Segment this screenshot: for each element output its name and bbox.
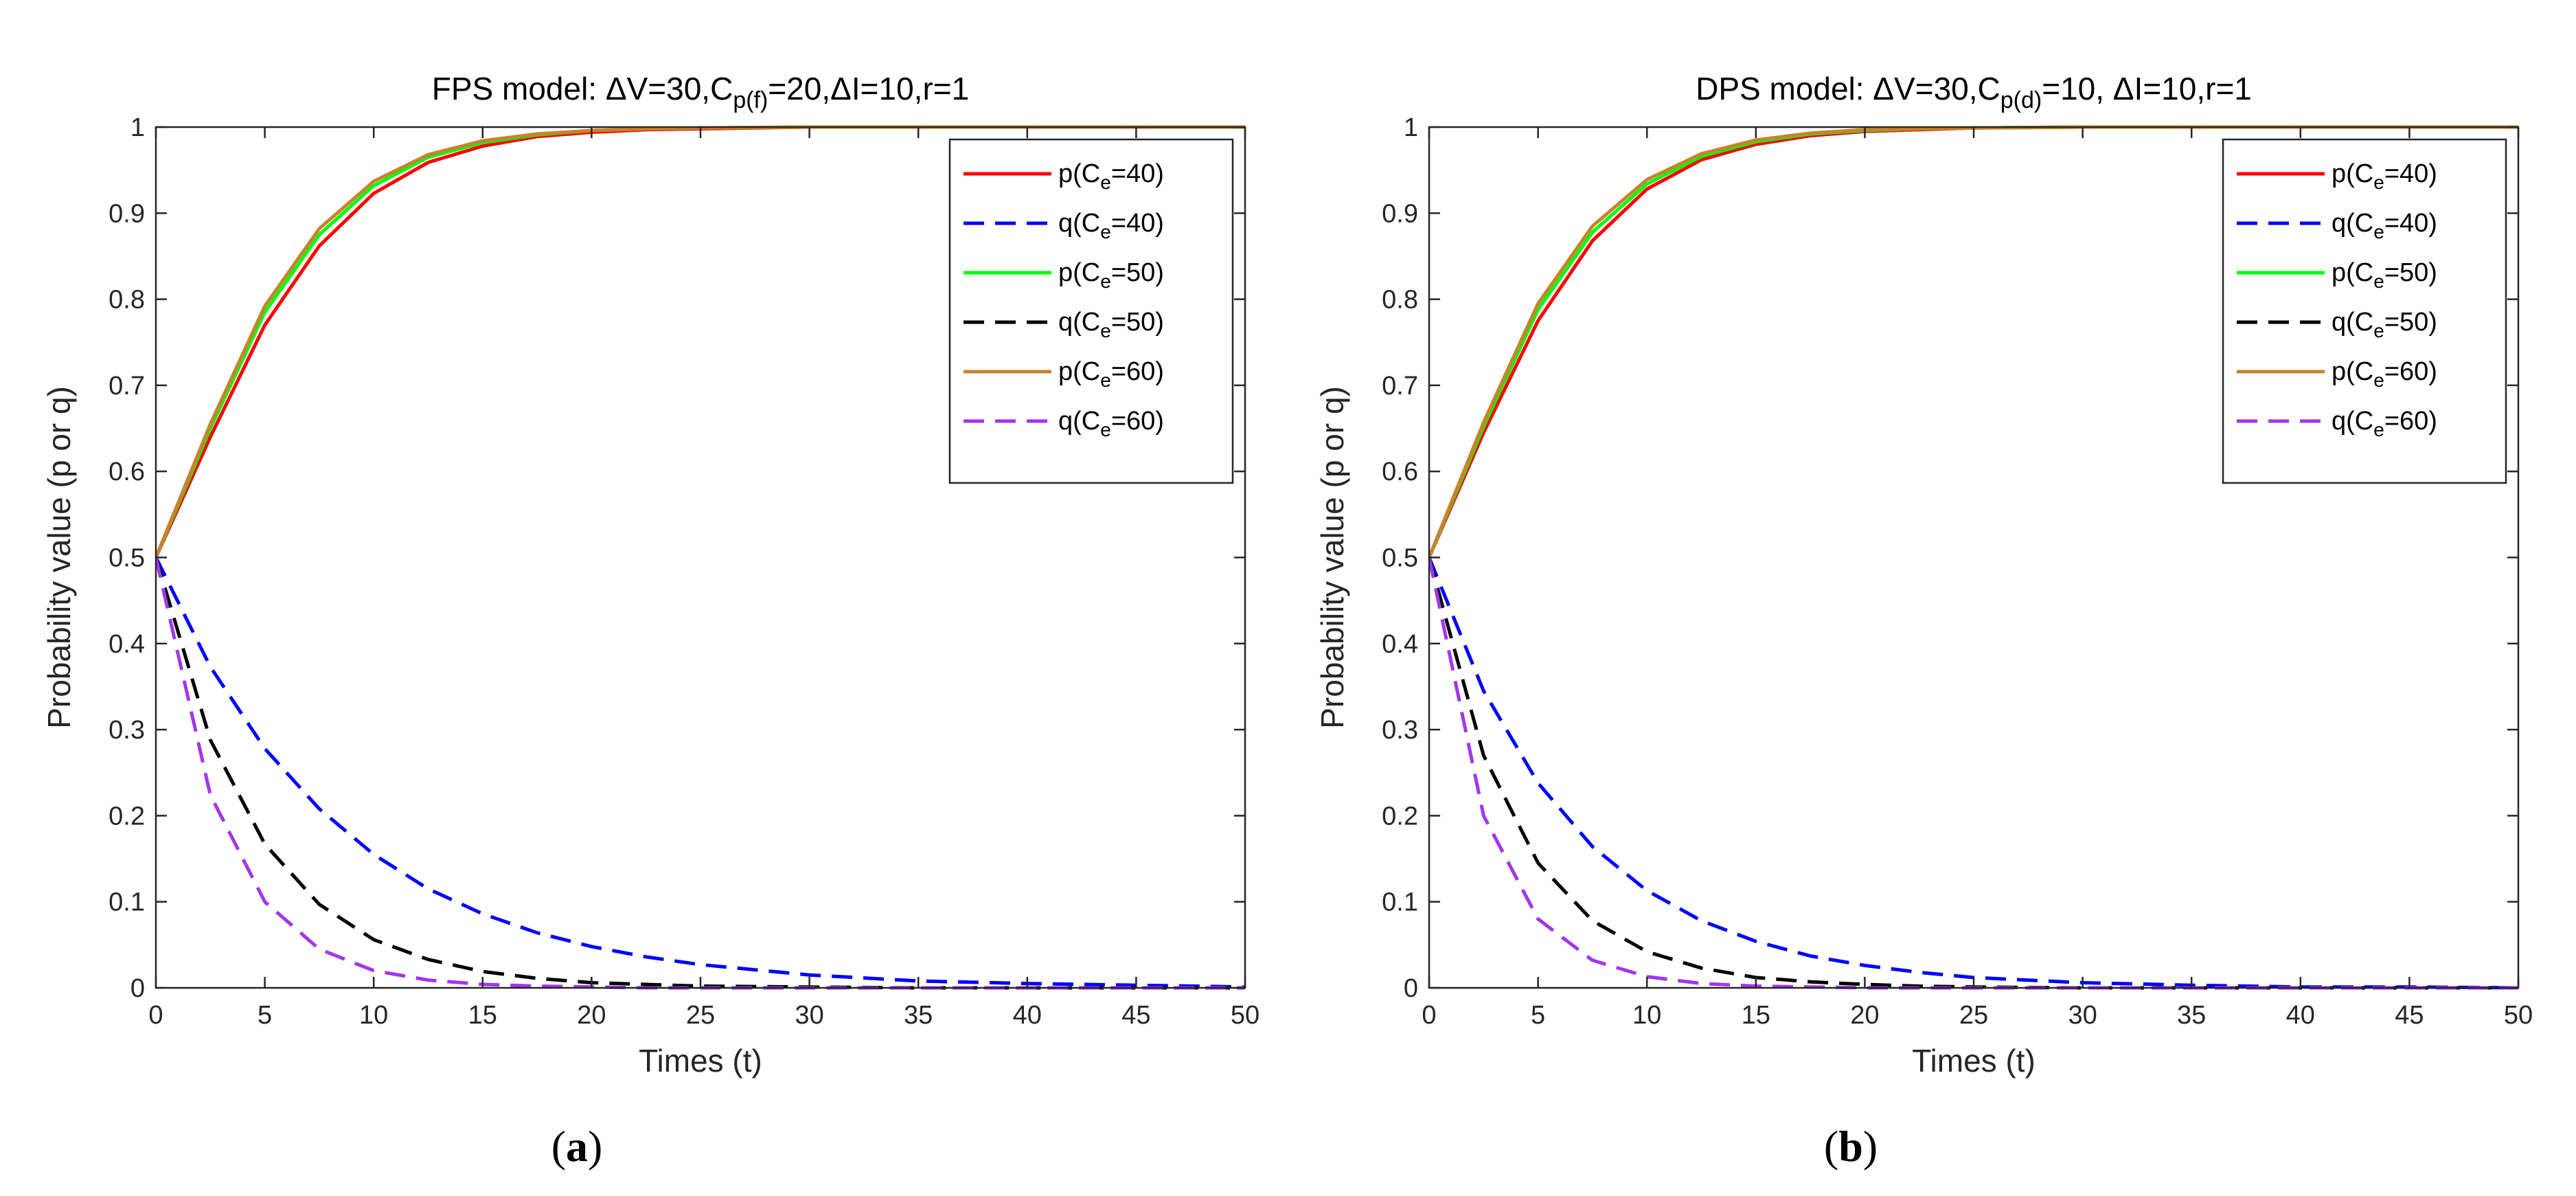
x-tick-label: 40 bbox=[1013, 1001, 1042, 1030]
y-tick-label: 0.4 bbox=[1382, 630, 1418, 659]
legend-box bbox=[948, 138, 1234, 484]
x-tick-label: 5 bbox=[1531, 1001, 1545, 1030]
y-tick-label: 0.7 bbox=[1382, 372, 1418, 400]
y-tick-label: 0.7 bbox=[109, 372, 145, 400]
legend-entry: q(Ce=60) bbox=[2332, 407, 2437, 440]
legend-entry: q(Ce=40) bbox=[2332, 209, 2437, 242]
y-tick-label: 0.9 bbox=[1382, 199, 1418, 228]
y-tick-label: 0.5 bbox=[1382, 544, 1418, 573]
legend-entry: p(Ce=50) bbox=[2332, 258, 2437, 292]
x-tick-label: 0 bbox=[1422, 1001, 1436, 1030]
legend-entry: p(Ce=60) bbox=[2332, 357, 2437, 391]
x-tick-label: 45 bbox=[1121, 1001, 1150, 1030]
x-tick-label: 15 bbox=[1742, 1001, 1770, 1030]
chart-title: FPS model: ΔV=30,Cp(f)=20,ΔI=10,r=1 bbox=[432, 71, 969, 113]
y-tick-label: 0.6 bbox=[1382, 458, 1418, 486]
legend-entry: p(Ce=40) bbox=[1058, 159, 1164, 193]
y-tick-label: 1 bbox=[130, 113, 145, 142]
x-tick-label: 50 bbox=[2504, 1001, 2533, 1030]
y-tick-label: 0 bbox=[1404, 974, 1418, 1003]
legend-entry: p(Ce=40) bbox=[2332, 159, 2437, 193]
legend-entry: q(Ce=50) bbox=[1058, 308, 1164, 341]
x-tick-label: 10 bbox=[359, 1001, 388, 1030]
y-axis-label: Probability value (p or q) bbox=[1314, 386, 1350, 729]
legend: p(Ce=40) q(Ce=40) p(Ce=50) q(Ce=50) p(Ce=60)… bbox=[948, 138, 1234, 484]
x-tick-label: 35 bbox=[2177, 1001, 2206, 1030]
x-tick-label: 5 bbox=[258, 1001, 272, 1030]
series-line-q-ce-40 bbox=[1429, 556, 2518, 990]
x-tick-label: 35 bbox=[904, 1001, 933, 1030]
legend: p(Ce=40) q(Ce=40) p(Ce=50) q(Ce=50) p(Ce=60)… bbox=[2222, 138, 2507, 484]
x-tick-label: 0 bbox=[148, 1001, 163, 1030]
y-tick-label: 1 bbox=[1404, 113, 1418, 142]
chart-title: DPS model: ΔV=30,Cp(d)=10, ΔI=10,r=1 bbox=[1696, 71, 2252, 113]
y-axis-label: Probability value (p or q) bbox=[41, 386, 77, 729]
chart-panel-a: 0 5 10 15 20 25 30 35 40 45 50 0 0.1 0.2 0.3 0.4 0.5 0.6 0… bbox=[41, 71, 1259, 1171]
x-tick-label: 10 bbox=[1632, 1001, 1661, 1030]
legend-box bbox=[2222, 138, 2507, 484]
series-line-q-ce-40 bbox=[156, 556, 1245, 989]
x-tick-label: 50 bbox=[1231, 1001, 1259, 1030]
y-tick-label: 0.8 bbox=[1382, 286, 1418, 315]
x-axis-label: Times (t) bbox=[1912, 1043, 2036, 1079]
panel-caption: (b) bbox=[1824, 1122, 1878, 1171]
y-tick-label: 0.1 bbox=[109, 888, 145, 917]
y-tick-label: 0.2 bbox=[109, 802, 145, 831]
y-tick-label: 0.2 bbox=[1382, 802, 1418, 831]
y-tick-label: 0.5 bbox=[109, 544, 145, 573]
panel-caption: (a) bbox=[551, 1122, 603, 1171]
x-tick-label: 15 bbox=[468, 1001, 497, 1030]
x-tick-label: 30 bbox=[795, 1001, 823, 1030]
x-tick-label: 20 bbox=[1850, 1001, 1879, 1030]
y-tick-label: 0.1 bbox=[1382, 888, 1418, 917]
y-tick-label: 0.4 bbox=[109, 630, 145, 659]
x-tick-label: 40 bbox=[2286, 1001, 2315, 1030]
y-tick-label: 0.3 bbox=[1382, 716, 1418, 745]
x-tick-label: 20 bbox=[577, 1001, 606, 1030]
series-line-q-ce-50 bbox=[1429, 556, 2518, 990]
chart-panel-b: 0 5 10 15 20 25 30 35 40 45 50 0 0.1 0.2 0.3 0.4 0.5 0.6 0… bbox=[1314, 71, 2533, 1171]
x-tick-label: 25 bbox=[686, 1001, 715, 1030]
y-tick-label: 0.3 bbox=[109, 716, 145, 745]
legend-entry: q(Ce=50) bbox=[2332, 308, 2437, 341]
x-axis-label: Times (t) bbox=[639, 1043, 762, 1079]
y-tick-label: 0.9 bbox=[109, 199, 145, 228]
x-tick-label: 25 bbox=[1959, 1001, 1988, 1030]
legend-entry: p(Ce=60) bbox=[1058, 357, 1164, 391]
legend-entry: p(Ce=50) bbox=[1058, 258, 1164, 292]
legend-entry: q(Ce=60) bbox=[1058, 407, 1164, 440]
x-tick-label: 30 bbox=[2068, 1001, 2097, 1030]
y-tick-label: 0 bbox=[130, 974, 145, 1003]
y-tick-label: 0.8 bbox=[109, 286, 145, 315]
legend-entry: q(Ce=40) bbox=[1058, 209, 1164, 242]
y-tick-label: 0.6 bbox=[109, 458, 145, 486]
x-tick-label: 45 bbox=[2395, 1001, 2424, 1030]
